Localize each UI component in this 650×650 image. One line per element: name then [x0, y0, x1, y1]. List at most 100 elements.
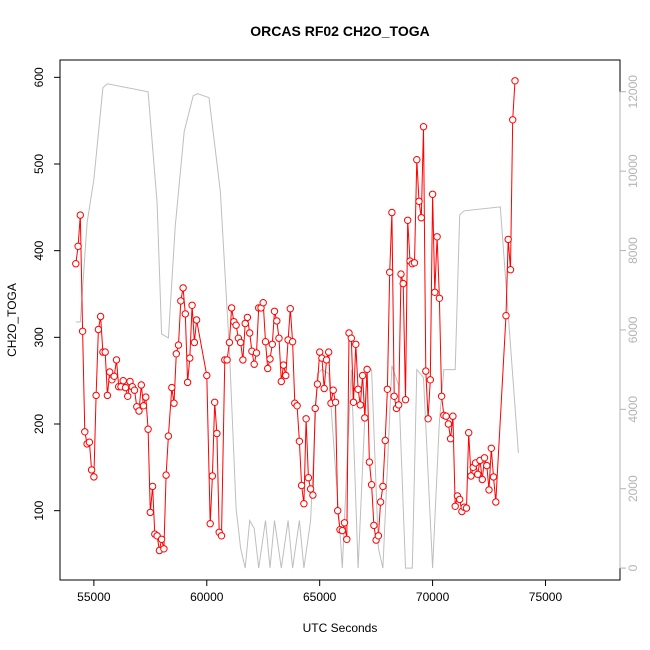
ch2o-point	[172, 350, 181, 358]
ch2o-point	[386, 268, 394, 276]
x-tick-label: 65000	[303, 590, 337, 604]
ch2o-point	[76, 211, 85, 219]
ch2o-point	[485, 486, 493, 494]
ch2o-point	[213, 429, 221, 438]
ch2o-point	[177, 297, 185, 305]
ch2o-point	[282, 371, 290, 380]
ch2o-point	[347, 334, 355, 342]
ch2o-point	[352, 340, 360, 348]
ch2o-point	[306, 485, 315, 493]
y2-tick-label: 0	[626, 564, 640, 571]
ch2o-point	[502, 312, 510, 320]
ch2o-point	[379, 482, 387, 491]
ch2o-point	[286, 305, 294, 313]
ch2o-point	[483, 461, 491, 470]
ch2o-point	[449, 412, 457, 420]
ch2o-point	[474, 470, 482, 478]
ch2o-point	[480, 454, 489, 462]
ch2o-point	[124, 392, 132, 400]
ch2o-point	[417, 214, 425, 222]
ch2o-point	[462, 504, 471, 512]
ch2o-point	[311, 404, 319, 413]
ch2o-point	[422, 367, 430, 375]
ch2o-point	[349, 398, 358, 406]
ch2o-point	[170, 399, 178, 407]
ch2o-point	[297, 481, 306, 490]
ch2o-point	[270, 307, 279, 315]
ch2o-point	[85, 438, 94, 446]
ch2o-point	[504, 235, 512, 244]
x-tick-label: 70000	[416, 590, 450, 604]
ch2o-point	[313, 380, 322, 388]
ch2o-point	[192, 316, 201, 324]
ch2o-point	[329, 386, 337, 394]
x-tick-label: 60000	[190, 590, 224, 604]
ch2o-point	[243, 313, 252, 322]
y-axis-right: 0 2000 4000 6000 8000 10000 12000	[619, 75, 640, 571]
ch2o-point	[320, 384, 328, 393]
ch2o-point	[217, 532, 226, 540]
ch2o-point	[103, 391, 112, 400]
y2-tick-label: 10000	[626, 154, 640, 188]
ch2o-point	[268, 340, 276, 348]
ch2o-point	[478, 475, 486, 484]
ch2o-point	[338, 526, 346, 535]
ch2o-point	[413, 156, 421, 164]
y-tick-label: 600	[32, 67, 46, 87]
ch2o-point	[144, 425, 152, 433]
x-axis: 55000 60000 65000 70000 75000	[77, 579, 562, 604]
ch2o-point	[383, 385, 392, 393]
ch2o-point	[302, 415, 310, 423]
ch2o-point	[444, 420, 453, 428]
ch2o-point	[376, 498, 385, 506]
ch2o-point	[208, 472, 217, 480]
ch2o-point	[87, 466, 96, 474]
ch2o-point	[223, 356, 231, 364]
ch2o-point	[334, 507, 342, 515]
ch2o-point	[203, 371, 211, 380]
ch2o-point	[277, 377, 285, 386]
ch2o-point	[273, 317, 281, 325]
ch2o-point	[467, 472, 475, 480]
y-tick-label: 100	[32, 500, 46, 520]
ch2o-point	[367, 481, 376, 489]
ch2o-point	[112, 356, 121, 364]
ch2o-point	[261, 338, 270, 346]
y2-tick-label: 6000	[626, 316, 640, 343]
ch2o-point	[225, 338, 234, 347]
ch2o-point	[331, 398, 340, 406]
ch2o-point	[442, 412, 450, 420]
ch2o-point	[358, 371, 367, 380]
ch2o-point	[227, 304, 236, 312]
ch2o-point	[300, 500, 308, 508]
ch2o-point	[433, 233, 441, 241]
ch2o-point	[404, 216, 412, 225]
y-tick-label: 200	[32, 414, 46, 434]
ch2o-point	[388, 208, 396, 217]
ch2o-point	[81, 428, 89, 436]
ch2o-point	[164, 432, 173, 440]
ch2o-point	[246, 329, 254, 337]
ch2o-point	[431, 288, 439, 296]
ch2o-point	[130, 386, 139, 394]
ch2o-point	[232, 321, 240, 329]
ch2o-point	[148, 482, 157, 491]
ch2o-point	[456, 495, 464, 504]
ch2o-point	[489, 473, 498, 481]
ch2o-point	[121, 383, 130, 392]
ch2o-point	[239, 356, 247, 364]
ch2o-point	[110, 372, 118, 380]
ch2o-point	[395, 401, 403, 409]
ch2o-point	[415, 197, 423, 206]
y-axis-left: 100 200 300 400 500 600	[32, 67, 61, 521]
ch2o-point	[160, 545, 168, 553]
x-tick-label: 55000	[77, 590, 111, 604]
ch2o-point	[96, 312, 105, 321]
ch2o-point	[361, 414, 369, 422]
ch2o-point	[446, 435, 455, 443]
ch2o-point	[78, 327, 87, 335]
y-tick-label: 500	[32, 154, 46, 174]
ch2o-point	[428, 190, 437, 199]
ch2o-point	[92, 391, 100, 400]
